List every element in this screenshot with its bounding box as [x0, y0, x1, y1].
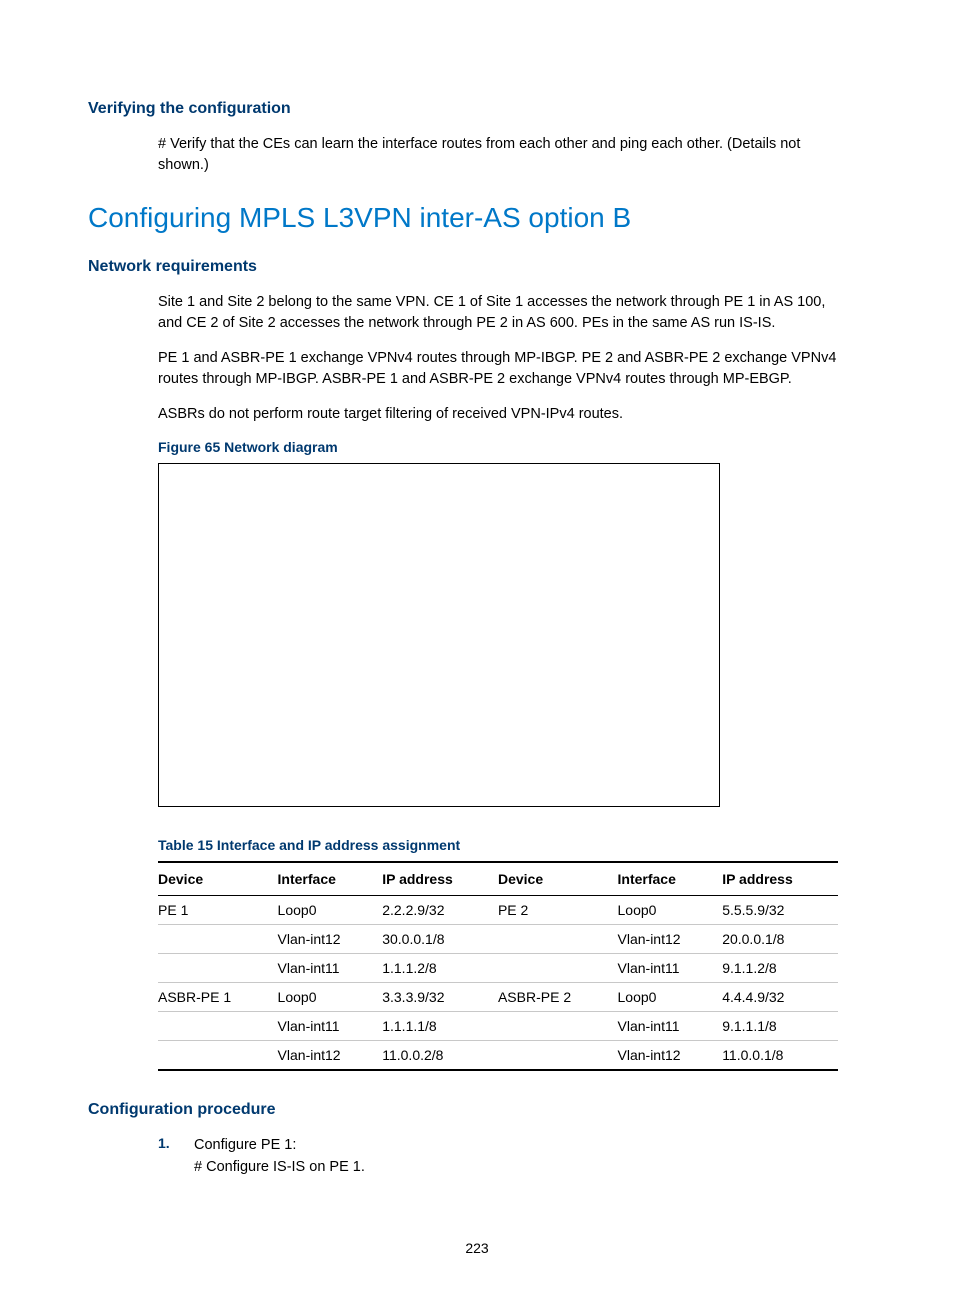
step-line-2: # Configure IS-IS on PE 1.: [194, 1157, 365, 1179]
cell: Vlan-int12: [618, 1041, 723, 1071]
nr-p1: Site 1 and Site 2 belong to the same VPN…: [158, 292, 846, 334]
cell: ASBR-PE 2: [498, 983, 618, 1012]
network-diagram: [158, 463, 720, 807]
table-row: Vlan-int12 11.0.0.2/8 Vlan-int12 11.0.0.…: [158, 1041, 838, 1071]
heading-verifying: Verifying the configuration: [88, 100, 866, 118]
cell: [158, 925, 278, 954]
cell: Loop0: [278, 983, 383, 1012]
table-row: PE 1 Loop0 2.2.2.9/32 PE 2 Loop0 5.5.5.9…: [158, 896, 838, 925]
cell: 5.5.5.9/32: [722, 896, 838, 925]
step-number: 1.: [158, 1135, 194, 1179]
cell: 1.1.1.1/8: [382, 1012, 498, 1041]
th-ip-1: IP address: [382, 862, 498, 896]
cell: 2.2.2.9/32: [382, 896, 498, 925]
cell: Loop0: [618, 896, 723, 925]
th-device-2: Device: [498, 862, 618, 896]
table-caption: Table 15 Interface and IP address assign…: [158, 837, 846, 853]
heading-network-req: Network requirements: [88, 258, 866, 276]
network-req-body: Site 1 and Site 2 belong to the same VPN…: [158, 292, 846, 1071]
cell: Vlan-int12: [278, 925, 383, 954]
th-ip-2: IP address: [722, 862, 838, 896]
cell: PE 1: [158, 896, 278, 925]
cell: [158, 954, 278, 983]
cell: Vlan-int12: [278, 1041, 383, 1071]
table-row: Vlan-int12 30.0.0.1/8 Vlan-int12 20.0.0.…: [158, 925, 838, 954]
ip-table: Device Interface IP address Device Inter…: [158, 861, 838, 1071]
step-body: Configure PE 1: # Configure IS-IS on PE …: [194, 1135, 365, 1179]
cell: 9.1.1.1/8: [722, 1012, 838, 1041]
page: Verifying the configuration # Verify tha…: [0, 0, 954, 1296]
nr-p2: PE 1 and ASBR-PE 1 exchange VPNv4 routes…: [158, 348, 846, 390]
cell: 9.1.1.2/8: [722, 954, 838, 983]
cell: Vlan-int11: [618, 954, 723, 983]
heading-config-proc: Configuration procedure: [88, 1101, 866, 1119]
th-device-1: Device: [158, 862, 278, 896]
cell: 20.0.0.1/8: [722, 925, 838, 954]
cell: ASBR-PE 1: [158, 983, 278, 1012]
th-interface-2: Interface: [618, 862, 723, 896]
verify-body-wrap: # Verify that the CEs can learn the inte…: [158, 134, 846, 176]
cell: [498, 1041, 618, 1071]
cell: [158, 1012, 278, 1041]
cell: Vlan-int11: [278, 954, 383, 983]
cell: [498, 925, 618, 954]
list-item: 1. Configure PE 1: # Configure IS-IS on …: [158, 1135, 846, 1179]
cell: PE 2: [498, 896, 618, 925]
cell: Vlan-int11: [618, 1012, 723, 1041]
cell: Loop0: [618, 983, 723, 1012]
table-header-row: Device Interface IP address Device Inter…: [158, 862, 838, 896]
cell: Loop0: [278, 896, 383, 925]
cell: 30.0.0.1/8: [382, 925, 498, 954]
table-row: Vlan-int11 1.1.1.1/8 Vlan-int11 9.1.1.1/…: [158, 1012, 838, 1041]
cell: [158, 1041, 278, 1071]
table-row: Vlan-int11 1.1.1.2/8 Vlan-int11 9.1.1.2/…: [158, 954, 838, 983]
nr-p3: ASBRs do not perform route target filter…: [158, 404, 846, 425]
cell: 4.4.4.9/32: [722, 983, 838, 1012]
cell: 3.3.3.9/32: [382, 983, 498, 1012]
step-line-1: Configure PE 1:: [194, 1135, 365, 1157]
cell: Vlan-int11: [278, 1012, 383, 1041]
page-number: 223: [0, 1240, 954, 1256]
verify-body: # Verify that the CEs can learn the inte…: [158, 134, 846, 176]
heading-main: Configuring MPLS L3VPN inter-AS option B: [88, 202, 866, 234]
cell: 1.1.1.2/8: [382, 954, 498, 983]
table-row: ASBR-PE 1 Loop0 3.3.3.9/32 ASBR-PE 2 Loo…: [158, 983, 838, 1012]
cell: [498, 1012, 618, 1041]
cell: 11.0.0.2/8: [382, 1041, 498, 1071]
th-interface-1: Interface: [278, 862, 383, 896]
figure-caption: Figure 65 Network diagram: [158, 439, 846, 455]
cell: 11.0.0.1/8: [722, 1041, 838, 1071]
cell: Vlan-int12: [618, 925, 723, 954]
cell: [498, 954, 618, 983]
config-steps: 1. Configure PE 1: # Configure IS-IS on …: [158, 1135, 846, 1179]
